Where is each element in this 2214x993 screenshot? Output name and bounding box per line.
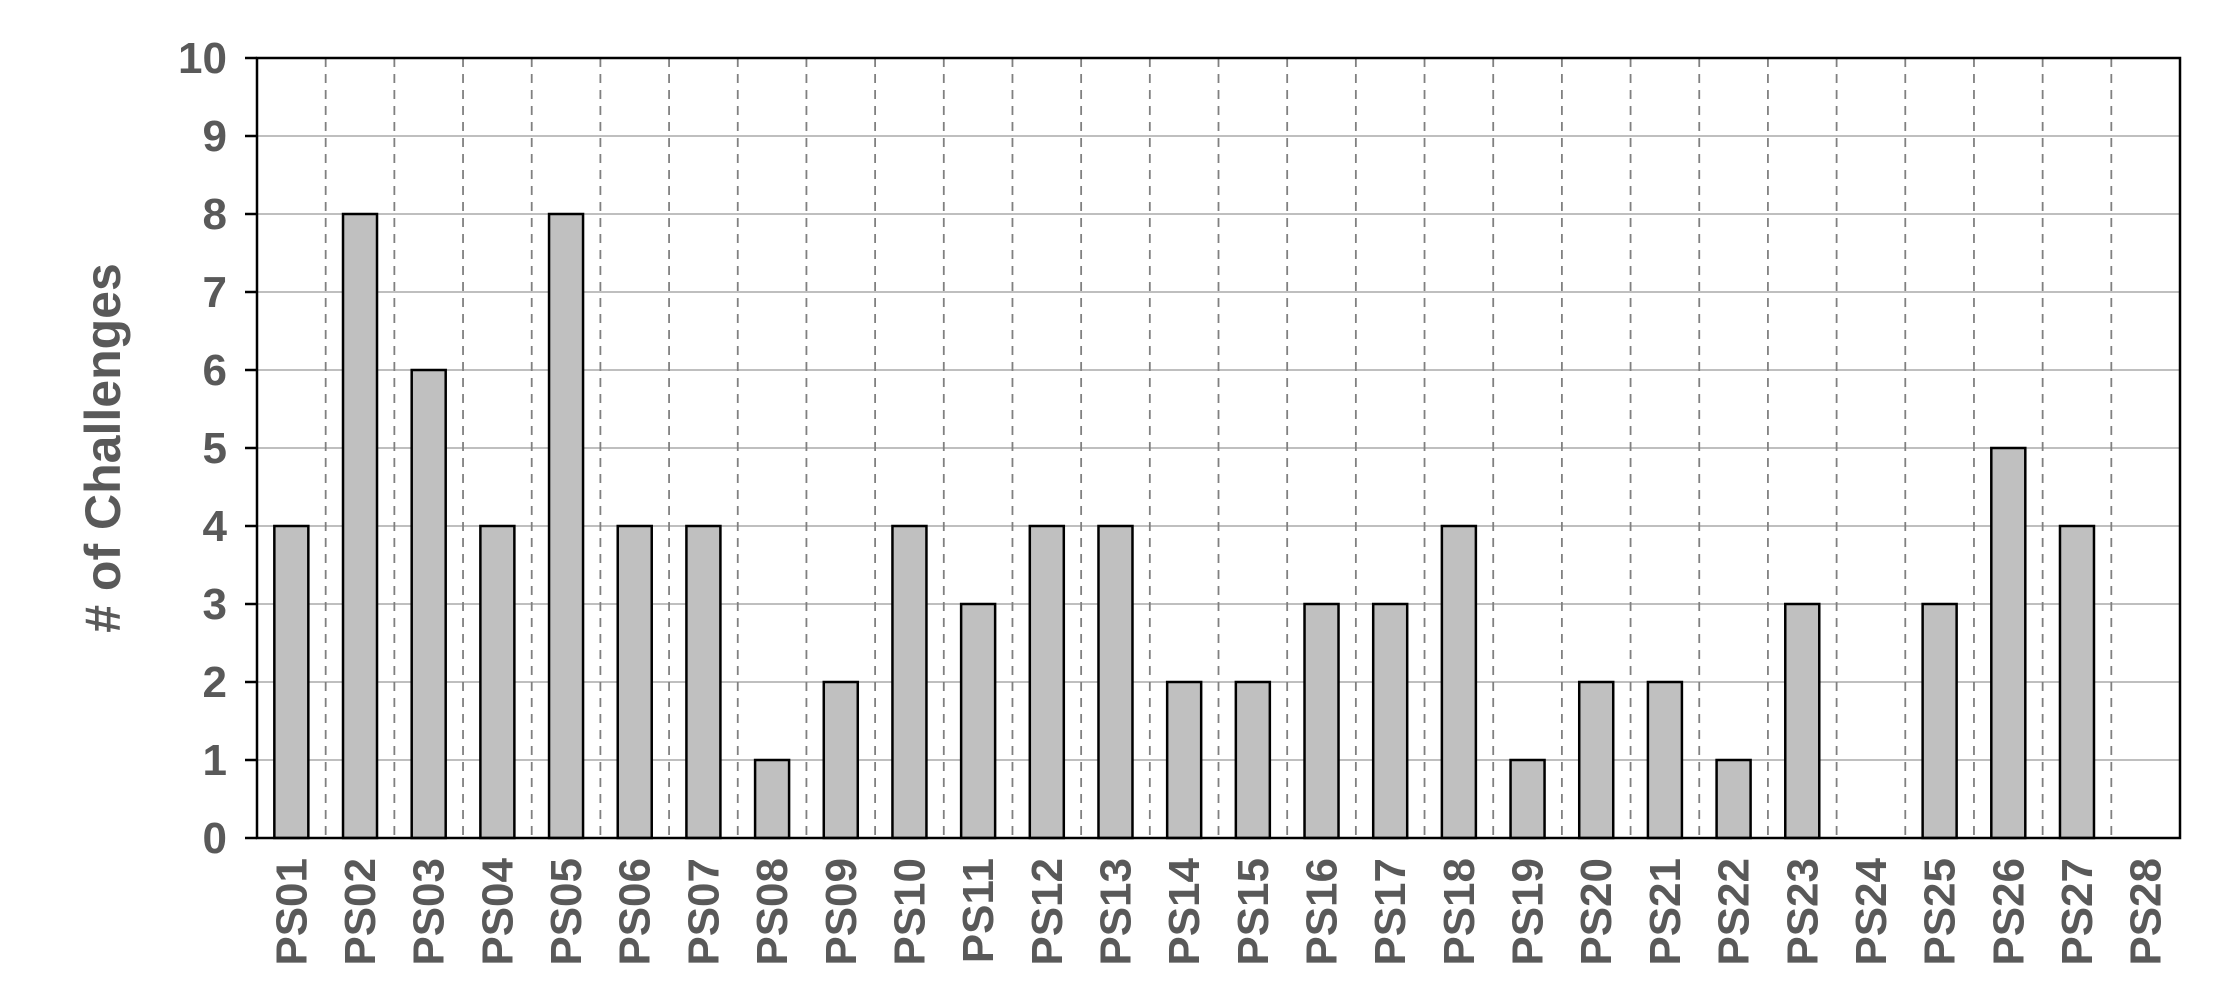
x-tick-label: PS12: [1023, 858, 1072, 966]
bar-ps22: [1715, 758, 1752, 840]
bar-ps27: [2058, 524, 2096, 840]
bar-ps13: [1097, 524, 1134, 840]
x-tick-label: PS11: [954, 858, 1003, 963]
x-axis-tick-labels: PS01 PS02 PS03 PS04 PS05 PS06 PS07 PS08 PS09 PS10…: [267, 857, 2170, 965]
bar-ps06: [616, 524, 653, 840]
y-tick-label: 2: [203, 658, 227, 707]
x-tick-label: PS18: [1435, 858, 1484, 966]
bar-ps08: [753, 758, 791, 840]
x-tick-label: PS05: [542, 858, 591, 966]
x-tick-label: PS27: [2053, 858, 2102, 966]
x-tick-label: PS20: [1572, 858, 1621, 966]
bar-ps23: [1784, 602, 1821, 840]
x-tick-label: PS17: [1366, 858, 1415, 966]
bar-ps15: [1234, 680, 1272, 840]
bar-ps25: [1921, 602, 1958, 840]
x-tick-label: PS25: [1916, 858, 1965, 966]
x-tick-label: PS01: [267, 858, 316, 966]
x-tick-label: PS26: [1984, 858, 2033, 966]
x-tick-label: PS08: [748, 858, 797, 966]
x-tick-label: PS04: [473, 857, 522, 965]
bar-ps01: [273, 524, 310, 840]
x-tick-label: PS09: [817, 858, 866, 966]
x-tick-label: PS07: [679, 858, 728, 966]
x-tick-label: PS02: [336, 858, 385, 966]
bar-ps03: [410, 368, 447, 840]
bar-ps17: [1371, 602, 1409, 840]
bar-ps05: [547, 212, 585, 840]
y-tick-label: 6: [203, 346, 227, 395]
y-tick-label: 3: [203, 580, 227, 629]
y-tick-label: 8: [203, 190, 227, 239]
bar-ps10: [891, 524, 928, 840]
x-tick-label: PS23: [1778, 858, 1827, 966]
bar-ps07: [685, 524, 722, 840]
bar-ps02: [341, 212, 379, 840]
y-tick-label: 9: [203, 112, 227, 161]
x-tick-label: PS21: [1641, 858, 1690, 966]
x-tick-label: PS10: [885, 858, 934, 966]
bar-ps12: [1028, 524, 1066, 840]
bar-ps19: [1509, 758, 1546, 840]
y-tick-label: 7: [203, 268, 227, 317]
bar-ps20: [1577, 680, 1615, 840]
y-axis-label: # of Challenges: [75, 263, 131, 633]
x-tick-label: PS24: [1847, 857, 1896, 965]
x-tick-label: PS22: [1710, 858, 1759, 966]
y-tick-label: 10: [178, 34, 227, 83]
bar-ps21: [1646, 680, 1684, 840]
bar-ps18: [1440, 524, 1478, 840]
grid: [257, 58, 2180, 838]
bar-ps14: [1165, 680, 1203, 840]
y-tick-label: 0: [203, 814, 227, 863]
bar-ps11: [959, 602, 997, 840]
bars: [273, 212, 2096, 840]
x-tick-label: PS28: [2122, 858, 2171, 966]
x-tick-label: PS14: [1160, 857, 1209, 965]
bar-ps16: [1303, 602, 1340, 840]
y-axis-tick-labels: 0 1 2 3 4 5 6 7 8 9 10: [178, 34, 257, 863]
x-tick-label: PS15: [1229, 858, 1278, 966]
x-tick-label: PS19: [1504, 858, 1553, 966]
bar-ps09: [822, 680, 860, 840]
y-tick-label: 4: [203, 502, 228, 551]
x-tick-label: PS03: [405, 858, 454, 966]
y-tick-label: 1: [203, 736, 227, 785]
bar-ps26: [1990, 446, 2027, 840]
x-tick-label: PS06: [611, 858, 660, 966]
x-tick-label: PS13: [1091, 858, 1140, 966]
bar-ps04: [479, 524, 516, 840]
x-tick-label: PS16: [1298, 858, 1347, 966]
y-tick-label: 5: [203, 424, 227, 473]
